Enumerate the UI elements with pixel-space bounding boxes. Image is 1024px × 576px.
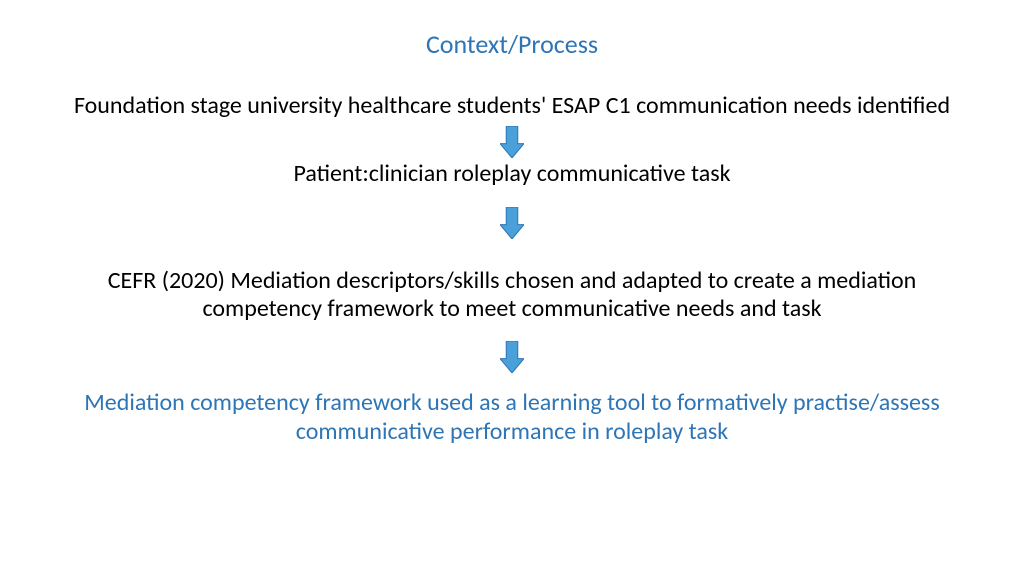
step-2: Patient:clinician roleplay communicative… — [293, 160, 730, 188]
step-3: CEFR (2020) Mediation descriptors/skills… — [52, 267, 972, 324]
arrow-icon — [500, 341, 524, 373]
step-1: Foundation stage university healthcare s… — [74, 92, 950, 120]
step-4: Mediation competency framework used as a… — [52, 389, 972, 446]
arrow-icon — [500, 207, 524, 239]
arrow-icon — [500, 126, 524, 158]
slide: Context/Process Foundation stage univers… — [0, 0, 1024, 576]
slide-title: Context/Process — [426, 28, 598, 60]
